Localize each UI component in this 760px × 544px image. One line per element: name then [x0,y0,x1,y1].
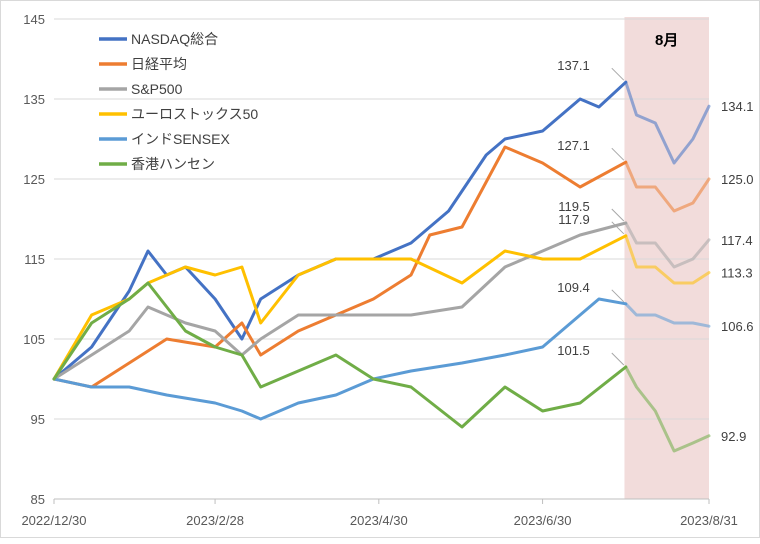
series-line-2 [52,221,628,381]
data-label: 127.1 [557,138,590,153]
x-tick-label: 2023/2/28 [186,513,244,528]
y-tick-label: 135 [23,92,45,107]
legend-label: 日経平均 [131,56,187,72]
series-line-august-5 [624,365,711,453]
data-label-leader [611,221,625,235]
series-line-august-0 [624,80,711,165]
data-label-leader [611,352,625,366]
series-line-4 [52,297,628,421]
y-tick-label: 125 [23,172,45,187]
data-label: 113.3 [721,266,753,281]
legend-label: S&P500 [131,81,183,97]
x-tick-label: 2023/4/30 [350,513,408,528]
data-label: 117.4 [721,233,753,248]
y-tick-label: 115 [24,252,45,267]
legend-label: ユーロストックス50 [131,106,258,122]
x-tick-label: 2022/12/30 [21,513,86,528]
y-tick-label: 105 [23,332,45,347]
data-label: 109.4 [557,280,590,295]
y-tick-label: 95 [31,412,45,427]
x-tick-label: 2023/6/30 [514,513,572,528]
legend-label: インドSENSEX [131,131,230,147]
data-label: 137.1 [557,58,590,73]
data-label-leader [611,147,625,161]
series-line-0 [52,80,628,381]
data-label-leader [611,67,625,81]
data-label-leader [611,208,625,222]
series-line-august-4 [624,302,711,328]
highlight-label: 8月 [655,32,678,49]
legend-label: NASDAQ総合 [131,31,218,47]
y-tick-label: 145 [23,12,45,27]
data-label: 101.5 [557,343,590,358]
data-label: 134.1 [721,99,754,114]
data-label: 106.6 [721,319,754,334]
data-label-leader [611,289,625,303]
series-line-august-2 [624,221,711,269]
data-label: 119.5 [558,199,590,214]
series-line-5 [52,281,628,429]
series-line-august-1 [624,160,711,213]
y-tick-label: 85 [31,492,45,507]
series-line-august-3 [624,234,711,285]
x-tick-label: 2023/8/31 [680,513,738,528]
data-label: 117.9 [558,212,590,227]
legend-label: 香港ハンセン [131,156,215,172]
data-label: 92.9 [721,429,746,444]
data-label: 125.0 [721,172,754,187]
